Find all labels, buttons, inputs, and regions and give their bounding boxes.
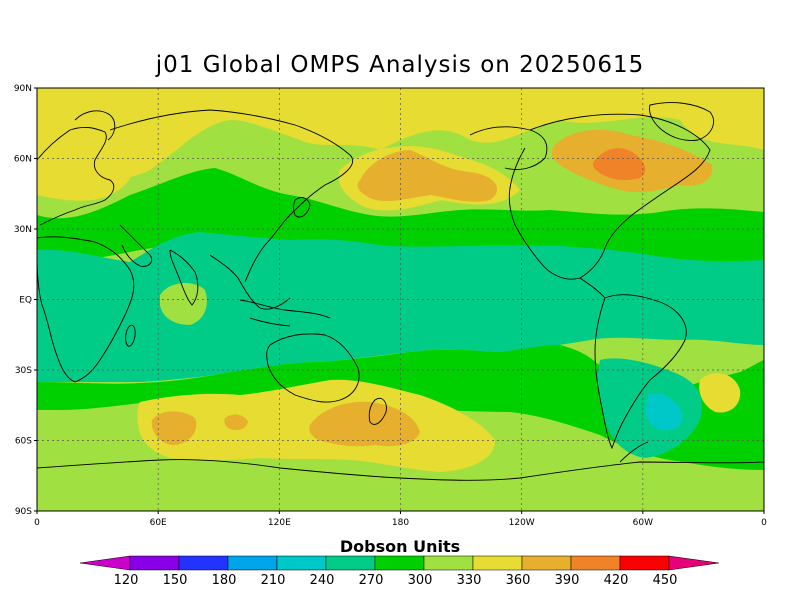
colorbar: 120 150 180 210 240 270 300 330 360 390 420 450 [79, 555, 720, 588]
field-orange-south-small [224, 414, 248, 430]
coast-japan [293, 197, 311, 218]
longitude-labels: 0 60E 120E 180 120W 60W 0 [34, 511, 767, 528]
colorbar-box [178, 555, 229, 571]
field-cyan-south-atlantic [645, 393, 683, 431]
field-teal-tropics [37, 232, 764, 382]
colorbar-tick-label: 450 [653, 573, 678, 588]
graticule [37, 88, 764, 511]
field-antarctic [37, 469, 764, 511]
coast-europe [37, 126, 115, 226]
lat-label: 90N [14, 84, 32, 94]
coast-india [169, 249, 199, 306]
colorbar-box [227, 555, 278, 571]
colorbar-box [619, 555, 670, 571]
lat-label: 30S [15, 366, 32, 376]
coast-arabia [119, 224, 153, 267]
lon-label: 0 [34, 518, 40, 528]
colorbar-tick-label: 360 [506, 573, 531, 588]
coast-asia-north [109, 109, 353, 283]
lat-label: 30N [14, 225, 32, 235]
coast-se-asia [209, 254, 291, 310]
lat-label: EQ [19, 296, 32, 306]
field-yellow-south-atlantic-patch [699, 373, 741, 413]
field-orange-siberia [357, 150, 498, 202]
colorbar-box [374, 555, 425, 571]
colorbar-tick-label: 120 [114, 573, 139, 588]
colorbar-label: Dobson Units [339, 537, 461, 556]
coast-indonesia [239, 299, 331, 327]
colorbar-tick-label: 240 [310, 573, 335, 588]
colorbar-tick-label: 180 [212, 573, 237, 588]
lon-label: 180 [392, 518, 409, 528]
coast-madagascar [125, 324, 136, 347]
colorbar-box [129, 555, 180, 571]
coast-north-america [508, 113, 711, 280]
colorbar-tick-label: 210 [261, 573, 286, 588]
field-orange-south-pacific [309, 401, 420, 447]
colorbar-box [472, 555, 523, 571]
lat-label: 60S [15, 437, 32, 447]
colorbar-tick-label: 420 [604, 573, 629, 588]
colorbar-tick-label: 270 [359, 573, 384, 588]
field-yellow-atlantic [37, 165, 131, 201]
colorbar-box [276, 555, 327, 571]
coast-antarctic-peninsula [619, 441, 649, 463]
coast-africa [37, 236, 135, 383]
field-orange-south-indian [151, 411, 197, 445]
latitude-labels: 90N 60N 30N EQ 30S 60S 90S [14, 84, 37, 517]
coast-antarctica [37, 459, 764, 481]
colorbar-tick-label: 390 [555, 573, 580, 588]
coast-australia [266, 333, 360, 403]
coast-south-america [594, 294, 687, 450]
colorbar-box [521, 555, 572, 571]
lon-label: 0 [761, 518, 767, 528]
colorbar-box [325, 555, 376, 571]
lon-label: 60W [633, 518, 653, 528]
colorbar-tick-label: 150 [163, 573, 188, 588]
lat-label: 90S [15, 507, 32, 517]
lon-label: 120E [268, 518, 291, 528]
colorbar-box [570, 555, 621, 571]
coast-new-zealand [368, 397, 387, 425]
coast-central-america [579, 277, 606, 299]
colorbar-high-triangle [668, 555, 720, 571]
coastlines [37, 102, 764, 481]
lon-label: 120W [509, 518, 535, 528]
lat-label: 60N [14, 155, 32, 165]
coast-alaska [469, 126, 548, 170]
map-title: j01 Global OMPS Analysis on 20250615 [155, 52, 645, 78]
colorbar-tick-label: 300 [408, 573, 433, 588]
colorbar-tick-label: 330 [457, 573, 482, 588]
coast-scandinavia [74, 110, 116, 141]
field-indian-ocean-patch [160, 283, 207, 325]
lon-label: 60E [150, 518, 167, 528]
colorbar-low-triangle [79, 555, 131, 571]
coast-greenland [649, 102, 714, 141]
colorbar-box [423, 555, 474, 571]
field-darkorange-arctic [592, 148, 646, 181]
